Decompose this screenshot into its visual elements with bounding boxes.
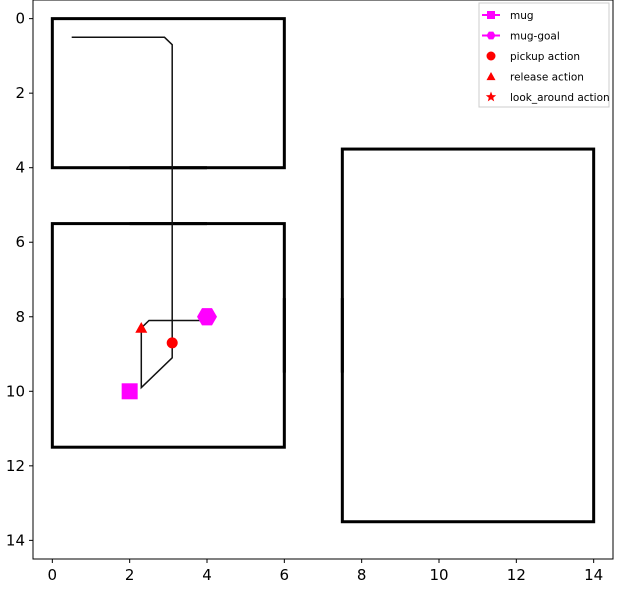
legend-box [478,2,610,108]
room-2 [50,222,286,449]
room-walls [50,17,596,524]
y-tick-label: 8 [15,308,25,326]
x-axis: 0 2 4 6 8 10 12 14 [48,559,603,584]
y-axis: 0 2 4 6 8 10 12 14 [6,10,33,549]
mug-marker [121,383,138,400]
markers [121,308,217,400]
plot-frame [32,0,614,560]
y-tick-label: 10 [6,382,25,400]
legend-marker [486,51,496,61]
y-tick-label: 4 [15,159,25,177]
x-tick-label: 8 [357,566,367,584]
legend-label: release action [510,72,584,84]
y-tick-label: 2 [15,84,25,102]
x-tick-label: 6 [280,566,290,584]
legend-marker [485,91,497,102]
pickup-action-marker [166,337,178,349]
y-tick-label: 6 [15,233,25,251]
x-tick-label: 14 [584,566,603,584]
y-tick-label: 12 [6,457,25,475]
legend-label: mug [510,10,534,22]
room-3 [340,147,596,524]
legend-marker [486,31,496,40]
release-action-marker [135,321,148,333]
legend-marker [486,72,496,81]
mug-goal-marker [197,308,217,326]
legend-label: look_around action [510,92,610,104]
x-tick-label: 10 [429,566,448,584]
trajectory [71,36,207,390]
y-tick-label: 14 [6,531,25,549]
legend-label: mug-goal [510,31,560,43]
x-tick-label: 4 [202,566,212,584]
legend-label: pickup action [510,51,580,63]
legend-marker [487,11,495,19]
legend: mug mug-goal pickup action release action lo… [478,2,610,108]
x-tick-label: 2 [125,566,135,584]
x-tick-label: 0 [48,566,58,584]
trajectory-line [71,36,207,390]
y-tick-label: 0 [15,10,25,28]
x-tick-label: 12 [507,566,526,584]
